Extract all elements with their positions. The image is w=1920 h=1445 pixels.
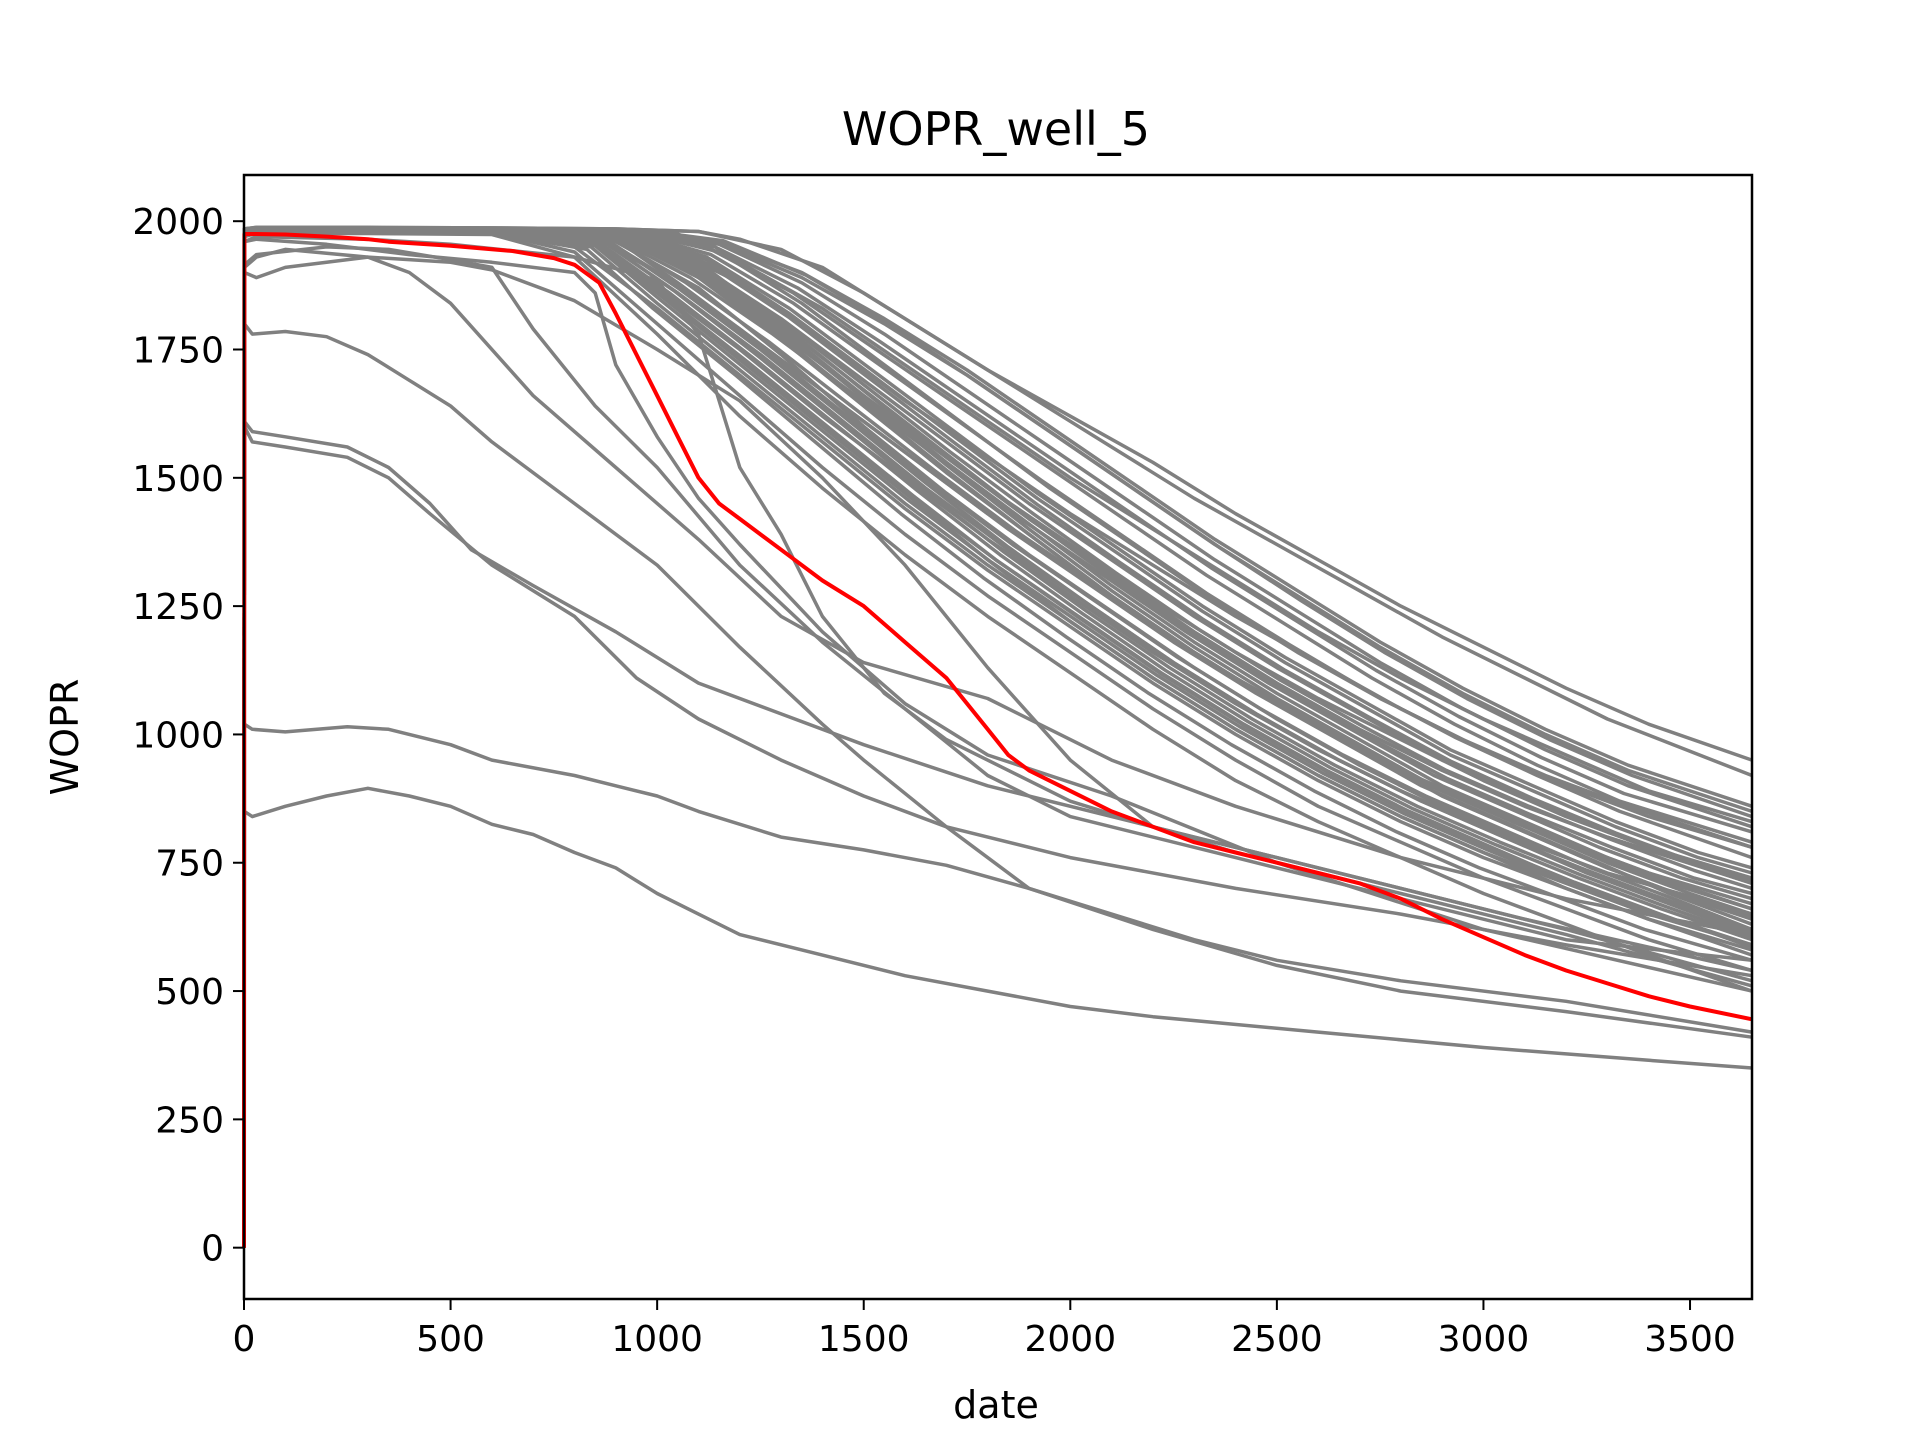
y-tick-label: 500 bbox=[155, 972, 224, 1013]
x-tick-label: 3500 bbox=[1644, 1319, 1736, 1360]
x-tick-label: 0 bbox=[233, 1319, 256, 1360]
series-line-9 bbox=[242, 722, 1753, 1248]
x-axis-label: date bbox=[953, 1383, 1039, 1427]
y-tick-label: 1250 bbox=[132, 587, 224, 628]
series-line-4 bbox=[242, 237, 1753, 1248]
x-axis: 0 500 1000 1500 2000 2500 3000 3500 bbox=[233, 1299, 1736, 1360]
x-tick-label: 1000 bbox=[611, 1319, 703, 1360]
y-tick-label: 1000 bbox=[132, 715, 224, 756]
series-line-10 bbox=[242, 786, 1753, 1248]
chart-title: WOPR_well_5 bbox=[842, 102, 1150, 156]
x-tick-label: 3000 bbox=[1438, 1319, 1530, 1360]
y-tick-label: 750 bbox=[155, 844, 224, 885]
series-line-8 bbox=[242, 322, 1753, 1248]
y-tick-label: 2000 bbox=[132, 202, 224, 243]
y-tick-label: 0 bbox=[201, 1229, 224, 1270]
plot-frame bbox=[242, 173, 1754, 1301]
y-axis: 0 250 500 750 1000 1250 1500 1750 2000 bbox=[132, 202, 244, 1270]
series-line-7 bbox=[242, 424, 1753, 1248]
series-layer bbox=[242, 225, 1753, 1248]
x-tick-label: 2500 bbox=[1231, 1319, 1323, 1360]
y-tick-label: 1500 bbox=[132, 459, 224, 500]
y-axis-label: WOPR bbox=[43, 679, 87, 796]
y-tick-label: 250 bbox=[155, 1100, 224, 1141]
series-line-1 bbox=[242, 245, 1753, 1248]
series-line-6 bbox=[242, 419, 1753, 1248]
observed-series-line bbox=[242, 232, 1753, 1248]
x-tick-label: 500 bbox=[416, 1319, 485, 1360]
x-tick-label: 2000 bbox=[1024, 1319, 1116, 1360]
series-line-3 bbox=[242, 247, 1753, 1248]
y-tick-label: 1750 bbox=[132, 331, 224, 372]
series-line-53 bbox=[242, 229, 1753, 1248]
x-tick-label: 1500 bbox=[818, 1319, 910, 1360]
series-line-54 bbox=[242, 226, 1753, 1248]
